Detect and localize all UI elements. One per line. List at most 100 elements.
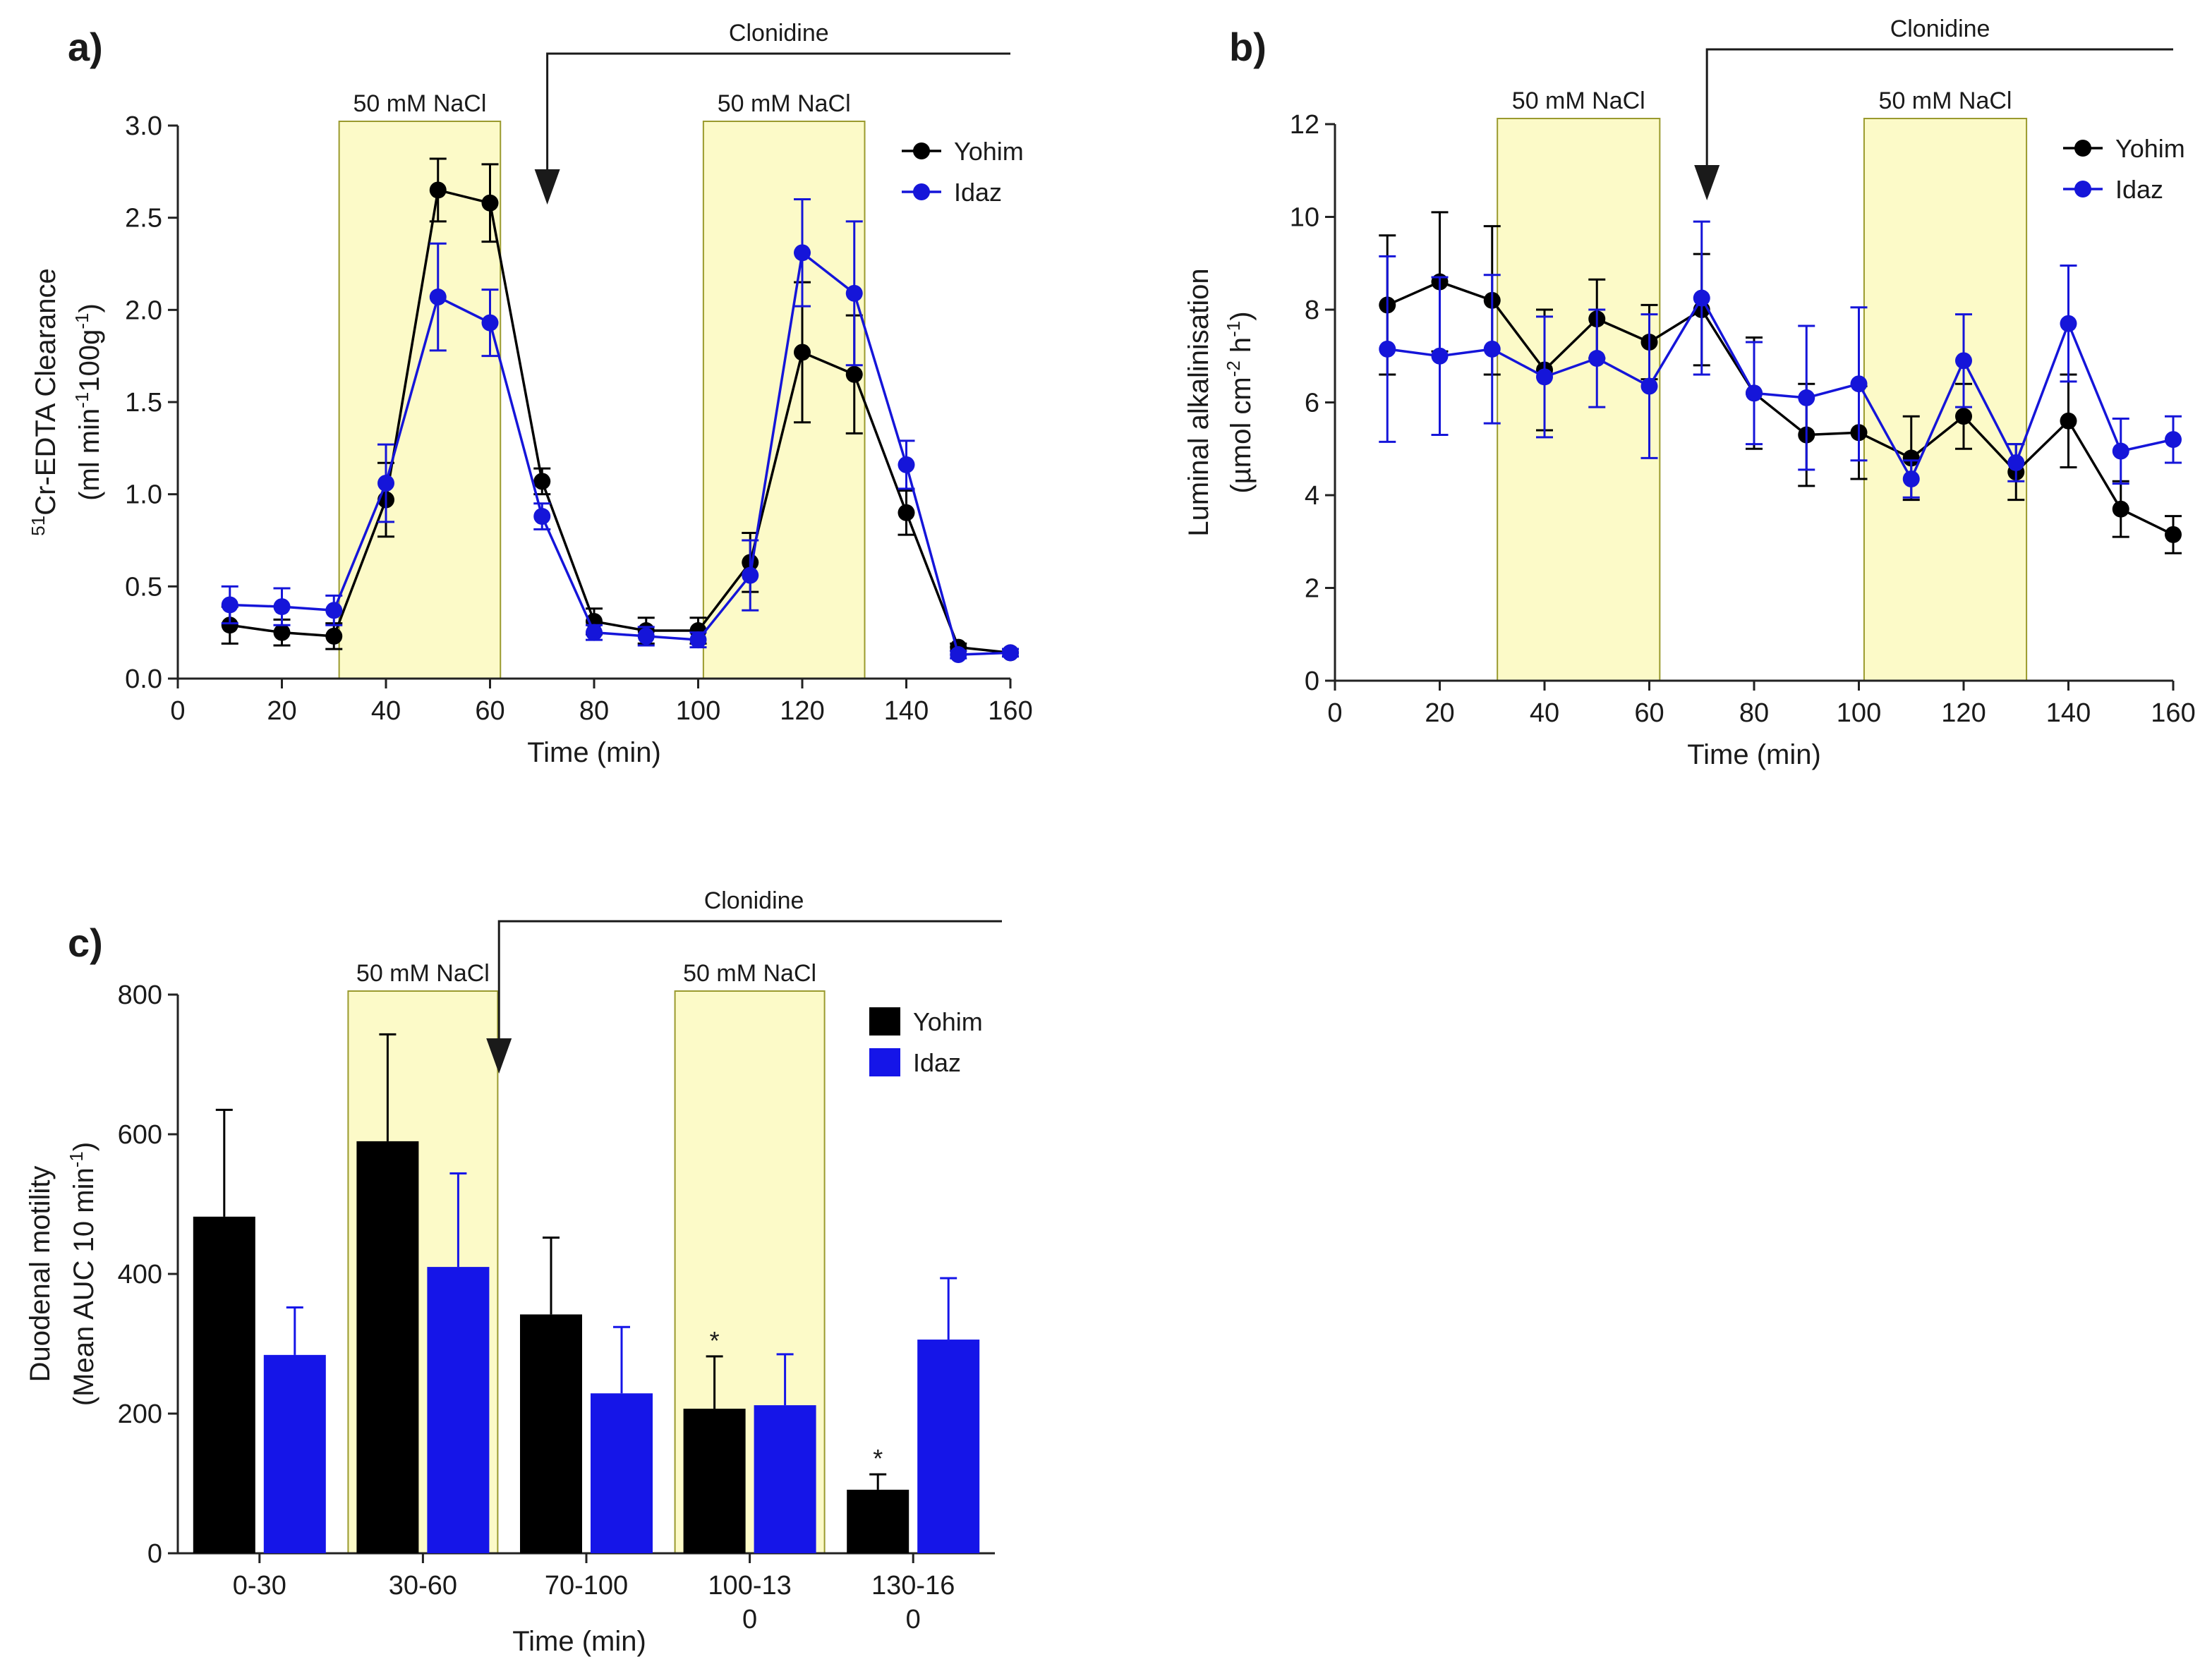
y-tick-label: 4: [1305, 481, 1319, 511]
data-point: [325, 627, 343, 645]
x-tick-label: 140: [884, 696, 929, 726]
x-tick-label: 140: [2046, 698, 2091, 728]
panel-letter: a): [68, 25, 103, 69]
panel-letter: b): [1229, 25, 1267, 69]
data-point: [794, 244, 811, 262]
x-axis-title: Time (min): [1687, 739, 1821, 770]
data-point: [2112, 442, 2129, 460]
data-point: [273, 598, 291, 616]
data-point: [637, 627, 655, 645]
data-point: [1431, 347, 1449, 365]
label-part: ): [1226, 311, 1257, 320]
y-tick-label: 0: [147, 1539, 162, 1569]
y-tick-label: 10: [1290, 203, 1319, 233]
bar: [356, 1141, 419, 1553]
series-line: [229, 188, 1011, 655]
series-idaz: [263, 1172, 980, 1553]
label-part: h: [1226, 337, 1257, 360]
bar: [427, 1267, 490, 1553]
x-axis-title: Time (min): [527, 737, 661, 768]
x-tick-label: 60: [1634, 698, 1664, 728]
clonidine-label: Clonidine: [729, 20, 829, 47]
panel-letter: c): [68, 921, 103, 965]
data-point: [481, 314, 499, 332]
data-point: [221, 596, 238, 614]
data-point: [2112, 500, 2129, 518]
x-tick-label: 80: [579, 696, 609, 726]
significance-marker: *: [710, 1326, 720, 1355]
label-part: Cr-EDTA Clearance: [30, 268, 61, 515]
data-point: [533, 473, 551, 490]
series-line: [229, 250, 1011, 656]
superscript: 51: [28, 516, 49, 536]
x-tick-label: 0-30: [233, 1571, 286, 1601]
data-point: [2165, 526, 2182, 543]
y-axis-title-line2: (µmol cm-2 h-1): [1223, 311, 1257, 493]
legend-swatch: [869, 1048, 900, 1076]
superscript: -1: [71, 313, 92, 329]
y-tick-label: 200: [118, 1399, 162, 1429]
clonidine-label: Clonidine: [704, 887, 804, 914]
data-point: [1902, 470, 1920, 487]
data-point: [794, 344, 811, 361]
y-axis-title-line2: (ml min-1100g-1): [71, 303, 105, 501]
data-point: [1798, 389, 1815, 406]
x-tick-label: 60: [475, 696, 504, 726]
x-tick-label: 130-16: [871, 1571, 955, 1601]
x-tick-label: 120: [780, 696, 824, 726]
data-point: [950, 646, 967, 664]
nacl-band: [702, 121, 866, 679]
bar: [754, 1405, 816, 1553]
y-tick-label: 8: [1305, 296, 1319, 325]
nacl-band-label: 50 mM NaCl: [1512, 87, 1645, 114]
y-tick-label: 2.0: [125, 296, 162, 325]
legend-label: Idaz: [954, 178, 1002, 207]
nacl-band: [1497, 118, 1661, 681]
y-tick-label: 3.0: [125, 111, 162, 141]
data-point: [273, 624, 291, 641]
bar: [520, 1314, 582, 1553]
series-idaz: [221, 198, 1019, 664]
x-tick-label: 0: [906, 1605, 921, 1634]
y-axis-title-line1: Luminal alkalinisation: [1183, 268, 1214, 536]
y-tick-label: 0.0: [125, 664, 162, 694]
y-tick-label: 2.5: [125, 204, 162, 233]
legend-marker: [913, 183, 930, 200]
data-point: [898, 456, 915, 473]
legend-marker: [2074, 140, 2091, 157]
data-point: [533, 508, 551, 526]
x-tick-label: 0: [170, 696, 185, 726]
panel-c-bar-chart: 50 mM NaCl 50 mM NaCl Clonidine 0 200 400 600 8…: [25, 887, 1002, 1657]
y-axis-title-line2: (Mean AUC 10 min-1): [66, 1142, 99, 1406]
y-tick-label: 6: [1305, 389, 1319, 418]
label-part: Luminal alkalinisation: [1183, 268, 1214, 536]
x-tick-label: 120: [1941, 698, 1986, 728]
clonidine-line: [497, 920, 1002, 1038]
nacl-band-label: 50 mM NaCl: [683, 960, 816, 987]
nacl-band: [338, 121, 502, 679]
data-point: [221, 617, 238, 634]
y-tick-label: 1.0: [125, 480, 162, 510]
data-point: [1640, 377, 1658, 395]
bar: [683, 1409, 746, 1553]
data-point: [429, 181, 447, 199]
nacl-band-label: 50 mM NaCl: [353, 90, 486, 117]
data-point: [2060, 315, 2077, 332]
x-tick-label: 30-60: [389, 1571, 457, 1601]
bar: [263, 1354, 326, 1553]
data-point: [1693, 289, 1710, 307]
y-tick-label: 2: [1305, 574, 1319, 604]
y-tick-label: 400: [118, 1260, 162, 1289]
x-tick-label: 40: [1530, 698, 1559, 728]
x-axis-title: Time (min): [512, 1626, 646, 1657]
bar: [847, 1489, 909, 1553]
nacl-band-label: 50 mM NaCl: [1879, 87, 2012, 114]
superscript: -1: [66, 1151, 87, 1167]
legend-label: Yohim: [2115, 134, 2185, 163]
x-tick-label: 20: [1425, 698, 1454, 728]
label-part: Duodenal motility: [25, 1166, 56, 1383]
data-point: [1955, 408, 1972, 425]
clonidine-label: Clonidine: [1890, 16, 1990, 42]
y-axis-title-line1: Duodenal motility: [25, 1166, 56, 1383]
